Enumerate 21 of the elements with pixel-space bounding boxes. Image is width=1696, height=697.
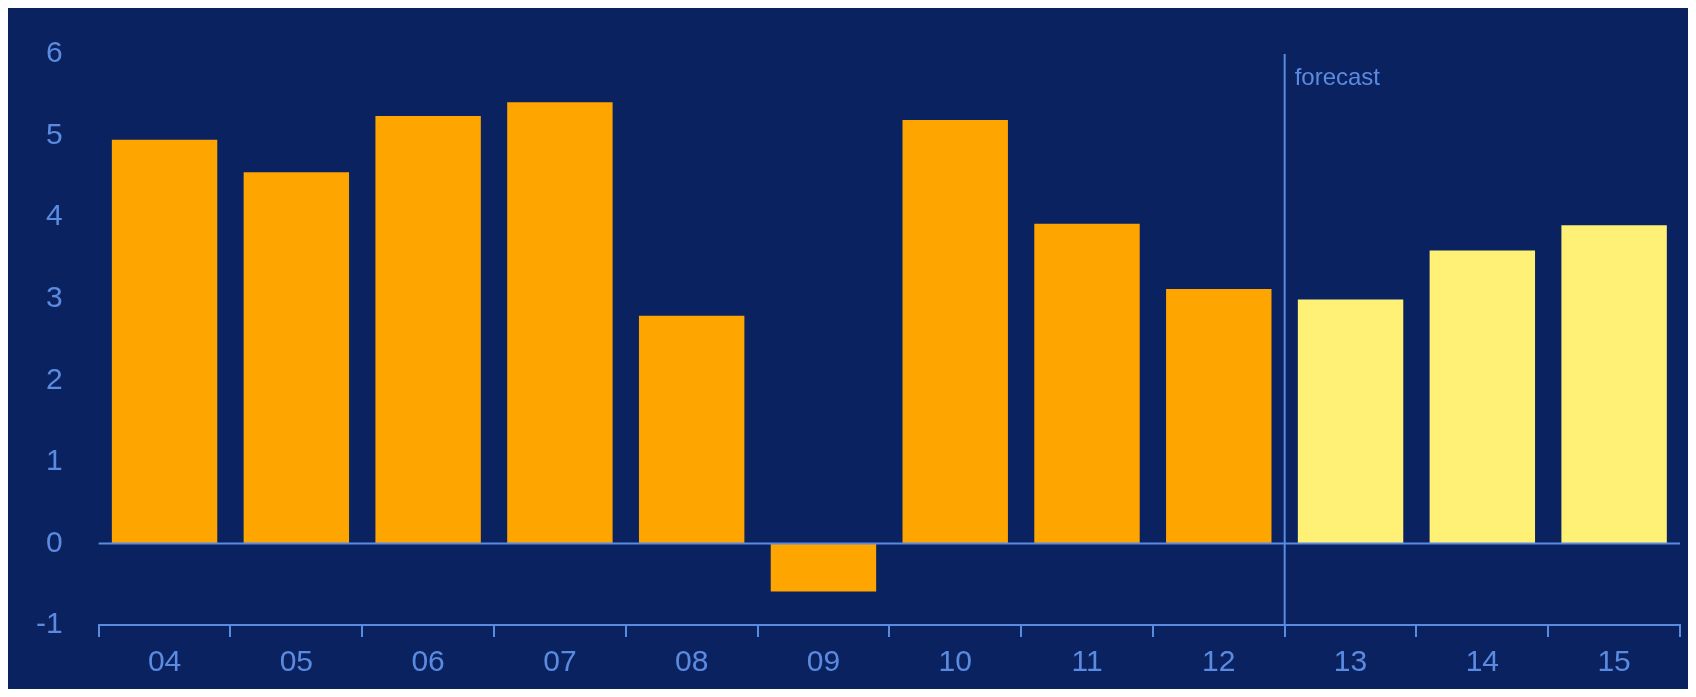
- x-tick-label: 09: [806, 644, 841, 678]
- y-tick-label: 4: [45, 198, 63, 232]
- x-tick-label: 12: [1202, 644, 1236, 678]
- x-tick-label: 10: [938, 644, 972, 678]
- y-tick-label: 3: [45, 279, 63, 313]
- y-tick-label: 5: [45, 116, 63, 150]
- y-tick-label: -1: [35, 606, 63, 640]
- x-tick-label: 15: [1597, 644, 1631, 678]
- x-tick-label: 05: [279, 644, 314, 678]
- x-tick-label: 11: [1071, 644, 1103, 678]
- y-tick-label: 1: [45, 443, 63, 477]
- y-tick-label: 6: [45, 35, 63, 69]
- ref-line-label: forecast: [1294, 62, 1381, 90]
- y-tick-label: 2: [45, 361, 63, 395]
- x-tick-label: 13: [1333, 644, 1368, 678]
- y-tick-label: 0: [45, 524, 63, 558]
- x-tick-label: 08: [674, 644, 709, 678]
- x-tick-label: 07: [543, 644, 577, 678]
- x-tick-label: 04: [147, 644, 182, 678]
- x-tick-label: 14: [1465, 644, 1500, 678]
- x-tick-label: 06: [411, 644, 445, 678]
